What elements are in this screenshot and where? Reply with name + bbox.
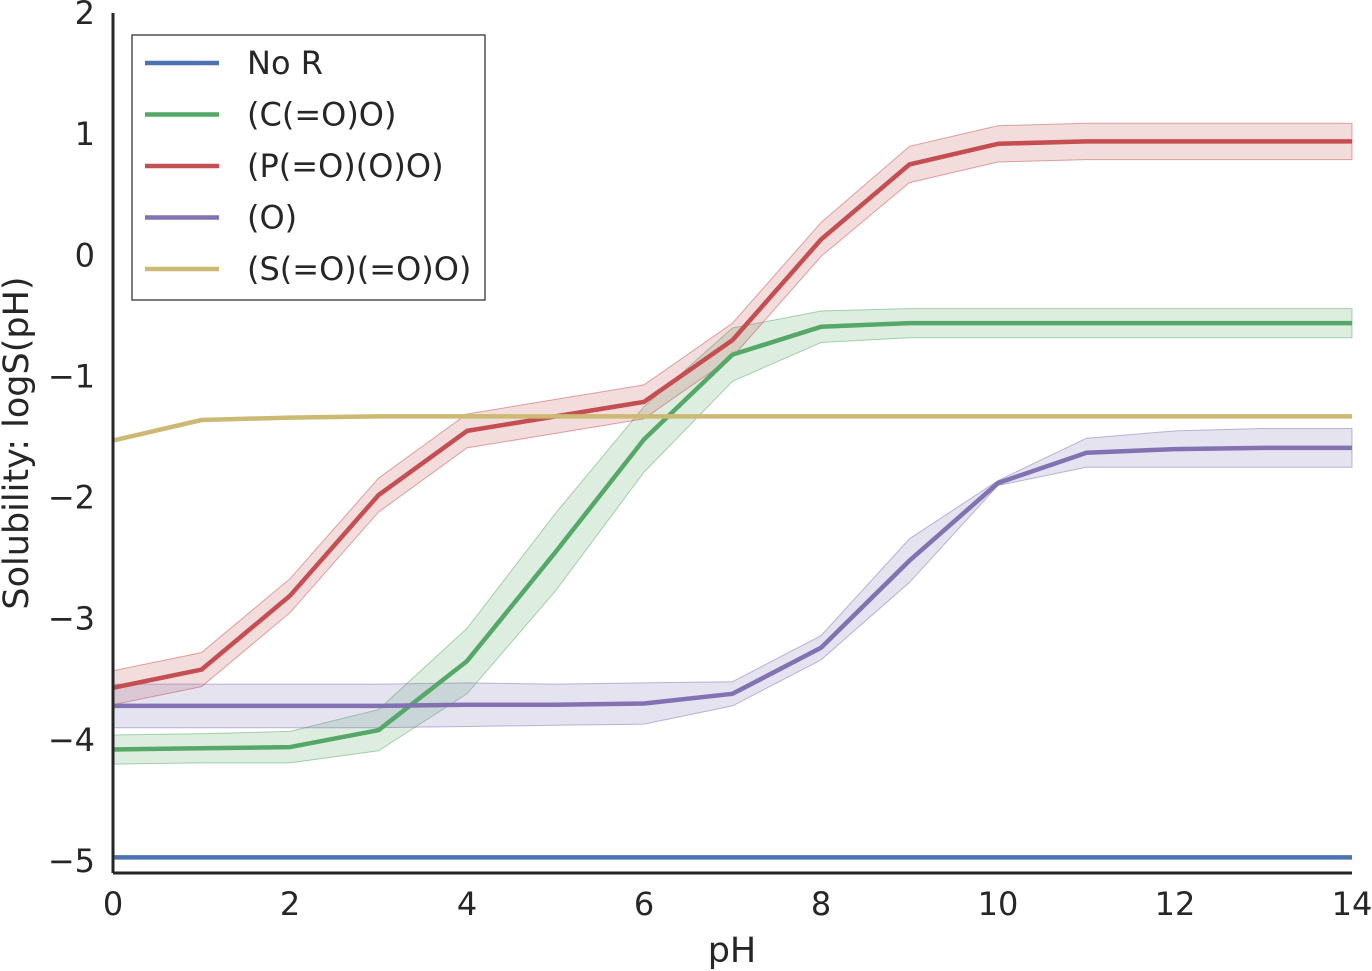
legend: No R (C(=O)O) (P(=O)(O)O) (O) (S(=O)(=O)O) (131, 34, 486, 301)
y-axis-label: Solubility: logS(pH) (0, 276, 37, 609)
band-o (112, 428, 1353, 729)
legend-label-no-r: No R (247, 44, 323, 82)
x-tick-label: 8 (811, 885, 831, 923)
y-tick-label: −2 (48, 479, 95, 517)
legend-label-c-o-o: (C(=O)O) (247, 96, 396, 134)
y-tick-label: 1 (75, 115, 95, 153)
x-tick-label: 6 (634, 885, 654, 923)
y-tick-label: −5 (48, 842, 95, 880)
band-c-o-o (112, 308, 1353, 765)
y-tick-label: 0 (75, 236, 95, 274)
confidence-bands (112, 122, 1353, 765)
x-tick-label: 12 (1155, 885, 1196, 923)
x-tick-labels: 0 2 4 6 8 10 12 14 (103, 885, 1372, 923)
x-axis-label: pH (708, 931, 757, 971)
series-line-c-o-o (112, 320, 1352, 752)
x-tick-label: 4 (457, 885, 477, 923)
x-tick-label: 2 (280, 885, 300, 923)
x-tick-label: 0 (103, 885, 123, 923)
y-tick-label: 2 (75, 0, 95, 32)
legend-label-s-o-o-o: (S(=O)(=O)O) (247, 250, 471, 288)
band-p-o-o-o (112, 122, 1353, 706)
y-tick-labels: −5 −4 −3 −2 −1 0 1 2 (48, 0, 95, 880)
legend-label-o: (O) (247, 199, 297, 237)
series-line-p-o-o-o (112, 139, 1352, 691)
x-tick-label: 10 (978, 885, 1019, 923)
series-line-s-o-o-o (112, 414, 1352, 443)
y-tick-label: −3 (48, 600, 95, 638)
legend-label-p-o-o-o: (P(=O)(O)O) (247, 147, 444, 185)
x-tick-label: 14 (1332, 885, 1372, 923)
y-tick-label: −4 (48, 721, 95, 759)
series-lines (112, 139, 1352, 860)
y-tick-label: −1 (48, 357, 95, 395)
series-line-o (113, 445, 1352, 709)
